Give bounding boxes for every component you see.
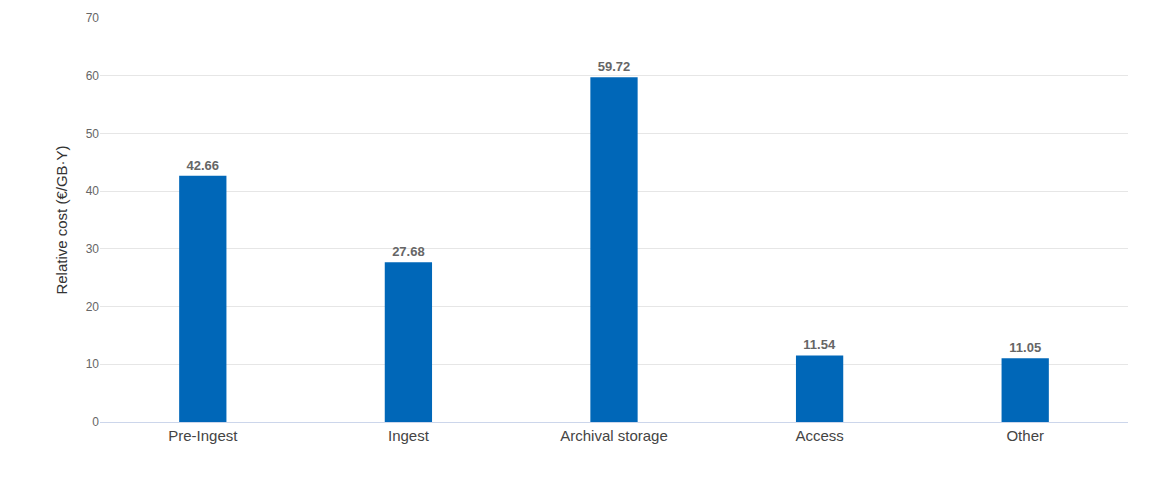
svg-text:20: 20: [86, 300, 100, 314]
svg-text:Pre-Ingest: Pre-Ingest: [168, 427, 238, 444]
svg-text:Access: Access: [795, 427, 843, 444]
svg-text:10: 10: [86, 357, 100, 371]
svg-text:70: 70: [86, 11, 100, 25]
svg-text:60: 60: [86, 69, 100, 83]
svg-text:27.68: 27.68: [392, 244, 425, 259]
svg-text:0: 0: [92, 415, 99, 429]
svg-text:Other: Other: [1006, 427, 1044, 444]
svg-text:42.66: 42.66: [187, 158, 220, 173]
svg-text:11.54: 11.54: [803, 337, 836, 352]
svg-text:59.72: 59.72: [598, 59, 631, 74]
svg-text:30: 30: [86, 242, 100, 256]
svg-text:50: 50: [86, 127, 100, 141]
svg-text:Relative cost (€/GB·Y): Relative cost (€/GB·Y): [53, 145, 70, 294]
svg-text:Archival storage: Archival storage: [560, 427, 668, 444]
svg-text:11.05: 11.05: [1009, 340, 1041, 355]
svg-text:Ingest: Ingest: [388, 427, 430, 444]
svg-text:40: 40: [86, 184, 100, 198]
